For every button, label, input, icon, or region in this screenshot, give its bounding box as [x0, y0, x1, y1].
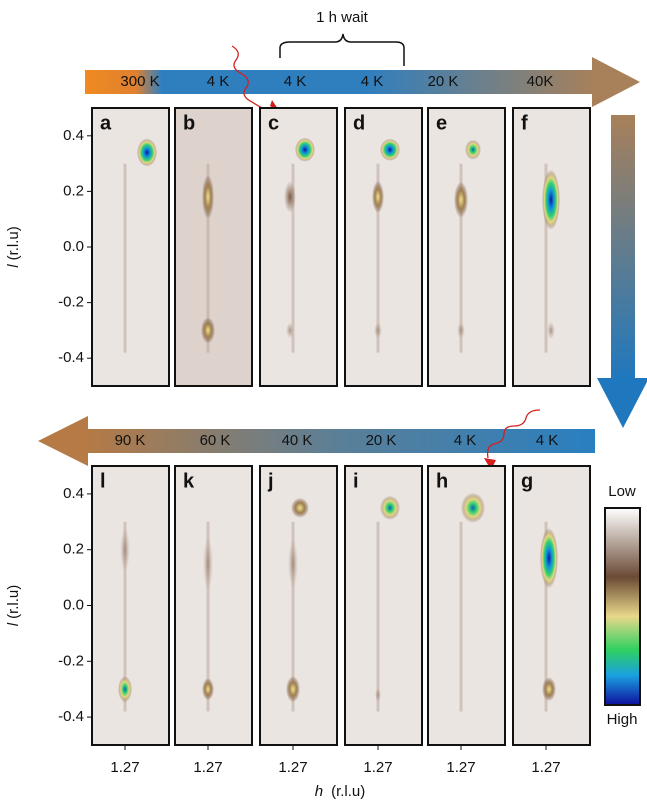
wait-brace — [280, 34, 404, 66]
y-axis-label: l (r.l.u) — [5, 585, 22, 627]
peak — [540, 528, 558, 588]
arrow-label: 20 K — [428, 73, 459, 90]
peak — [118, 676, 132, 702]
y-tick-label: -0.4 — [58, 708, 84, 725]
x-axis-unit: (r.l.u) — [331, 783, 365, 800]
right-arrow — [611, 115, 635, 380]
panel-letter: a — [100, 112, 112, 134]
panel-letter: g — [521, 470, 533, 492]
peak — [542, 677, 556, 701]
arrow-label: 40 K — [282, 432, 313, 449]
peak — [380, 496, 400, 520]
panel-letter: j — [267, 470, 274, 492]
peak — [380, 139, 400, 161]
x-tick-label: 1.27 — [363, 759, 392, 776]
panel — [175, 466, 252, 745]
peak — [542, 170, 560, 230]
peak — [137, 138, 157, 166]
arrow-label: 40K — [527, 73, 554, 90]
arrow-label: 4 K — [454, 432, 477, 449]
y-tick-label: 0.4 — [63, 127, 84, 144]
y-tick-label: 0.2 — [63, 541, 84, 558]
arrow-label: 300 K — [120, 73, 159, 90]
peak — [288, 539, 298, 589]
arrow-label: 4 K — [536, 432, 559, 449]
x-tick-label: 1.27 — [531, 759, 560, 776]
peak — [201, 317, 215, 343]
x-tick-label: 1.27 — [193, 759, 222, 776]
arrow-label: 4 K — [284, 73, 307, 90]
x-tick-label: 1.27 — [278, 759, 307, 776]
peak — [465, 140, 481, 160]
x-tick-label: 1.27 — [446, 759, 475, 776]
colorbar — [605, 508, 640, 705]
figure: 1 h wait Low High 300 K 4 K 4 K 4 K 20 K 40K a… — [0, 0, 647, 802]
panel-letter: d — [353, 112, 365, 134]
y-tick-label: 0.0 — [63, 238, 84, 255]
y-axis-var: l — [5, 264, 22, 268]
peak — [286, 676, 300, 702]
peak — [547, 321, 555, 339]
panel-letter: k — [183, 470, 195, 492]
top-arrow-head — [592, 57, 640, 107]
right-arrow-head — [597, 378, 647, 428]
peak — [284, 181, 296, 213]
bottom-arrow — [85, 429, 595, 453]
peak — [202, 175, 214, 219]
panel — [513, 108, 590, 386]
peak — [454, 182, 468, 218]
peak — [286, 322, 294, 338]
peak — [120, 528, 130, 572]
top-arrow — [85, 70, 595, 94]
panel — [513, 466, 590, 745]
panel — [92, 108, 169, 386]
y-tick-label: 0.0 — [63, 596, 84, 613]
colorbar-high: High — [607, 711, 638, 728]
bottom-arrow-head — [38, 416, 88, 466]
arrow-label: 4 K — [207, 73, 230, 90]
y-tick-label: -0.2 — [58, 294, 84, 311]
y-axis-var: l — [5, 622, 22, 626]
x-tick-label: 1.27 — [110, 759, 139, 776]
arrow-label: 20 K — [366, 432, 397, 449]
panel-letter: c — [268, 112, 279, 134]
x-axis-label: h (r.l.u) — [315, 783, 366, 800]
colorbar-low: Low — [608, 483, 636, 500]
arrow-label: 90 K — [115, 432, 146, 449]
peak — [374, 322, 382, 338]
panel-letter: b — [183, 112, 195, 134]
x-axis-var: h — [315, 783, 323, 800]
peak — [461, 493, 485, 523]
peak — [202, 678, 214, 700]
arrow-label: 60 K — [200, 432, 231, 449]
y-tick-label: -0.2 — [58, 652, 84, 669]
panel-letter: l — [100, 470, 106, 492]
peak — [375, 688, 381, 702]
panel-letter: f — [521, 112, 528, 134]
panel-letter: i — [353, 470, 359, 492]
peak — [457, 322, 465, 338]
y-tick-label: 0.4 — [63, 485, 84, 502]
panel — [175, 108, 252, 386]
panel-letter: e — [436, 112, 447, 134]
wait-label: 1 h wait — [316, 9, 369, 26]
peak — [203, 536, 213, 592]
y-tick-label: 0.2 — [63, 182, 84, 199]
y-axis-unit: (r.l.u) — [5, 226, 22, 260]
arrow-label: 4 K — [361, 73, 384, 90]
y-axis-unit: (r.l.u) — [5, 585, 22, 619]
peak — [295, 138, 315, 162]
peak — [372, 181, 384, 213]
y-axis-label: l (r.l.u) — [5, 226, 22, 268]
panel — [92, 466, 169, 745]
panel-letter: h — [436, 470, 448, 492]
peak — [291, 498, 309, 518]
y-tick-label: -0.4 — [58, 349, 84, 366]
